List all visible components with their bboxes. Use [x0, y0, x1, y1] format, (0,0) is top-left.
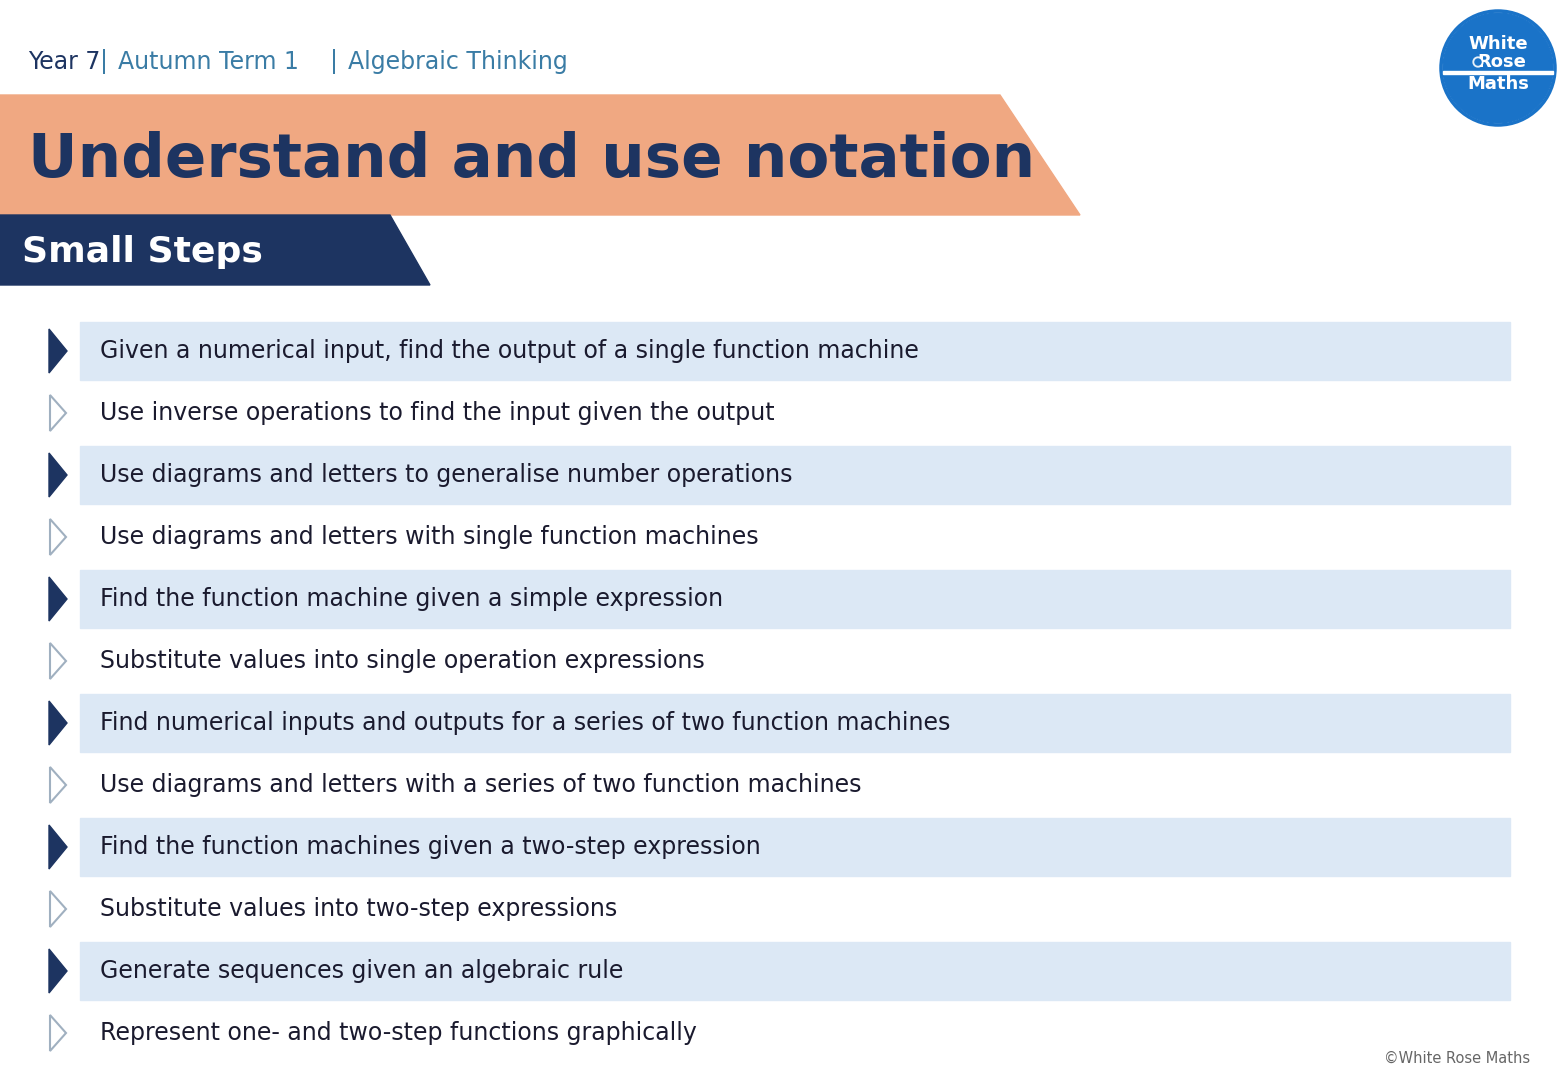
Text: Use diagrams and letters to generalise number operations: Use diagrams and letters to generalise n…	[100, 463, 792, 487]
Polygon shape	[0, 95, 1080, 215]
Text: Autumn Term 1: Autumn Term 1	[119, 50, 300, 75]
Text: Use diagrams and letters with a series of two function machines: Use diagrams and letters with a series o…	[100, 773, 861, 797]
Polygon shape	[48, 577, 67, 621]
Text: Given a numerical input, find the output of a single function machine: Given a numerical input, find the output…	[100, 339, 919, 363]
Text: Maths: Maths	[1466, 75, 1529, 93]
Text: Year 7: Year 7	[28, 50, 100, 75]
Text: |: |	[331, 50, 339, 75]
Polygon shape	[0, 215, 431, 285]
Bar	[80, 942, 1510, 1000]
Text: Generate sequences given an algebraic rule: Generate sequences given an algebraic ru…	[100, 959, 624, 983]
Text: White: White	[1468, 35, 1527, 53]
Text: Represent one- and two-step functions graphically: Represent one- and two-step functions gr…	[100, 1021, 697, 1045]
Bar	[80, 322, 1510, 380]
Text: |: |	[100, 50, 108, 75]
Polygon shape	[48, 825, 67, 869]
Polygon shape	[48, 701, 67, 745]
Bar	[80, 694, 1510, 752]
Bar	[1443, 70, 1554, 73]
Circle shape	[1443, 13, 1554, 123]
Bar	[80, 446, 1510, 504]
Text: Use inverse operations to find the input given the output: Use inverse operations to find the input…	[100, 401, 775, 426]
Text: Substitute values into single operation expressions: Substitute values into single operation …	[100, 649, 705, 673]
Polygon shape	[48, 453, 67, 497]
Text: Use diagrams and letters with single function machines: Use diagrams and letters with single fun…	[100, 525, 758, 549]
Text: Substitute values into two-step expressions: Substitute values into two-step expressi…	[100, 897, 618, 921]
Bar	[80, 570, 1510, 627]
Polygon shape	[48, 949, 67, 993]
Text: Find numerical inputs and outputs for a series of two function machines: Find numerical inputs and outputs for a …	[100, 711, 950, 735]
Text: Algebraic Thinking: Algebraic Thinking	[348, 50, 568, 75]
Circle shape	[1473, 57, 1484, 67]
Text: Small Steps: Small Steps	[22, 235, 264, 269]
Circle shape	[1476, 59, 1480, 65]
Text: Find the function machines given a two-step expression: Find the function machines given a two-s…	[100, 835, 761, 859]
Text: Understand and use notation: Understand and use notation	[28, 131, 1036, 189]
Text: ©White Rose Maths: ©White Rose Maths	[1384, 1051, 1530, 1066]
Polygon shape	[48, 329, 67, 373]
Text: Rose: Rose	[1477, 53, 1526, 71]
Text: Find the function machine given a simple expression: Find the function machine given a simple…	[100, 588, 724, 611]
Bar	[80, 818, 1510, 876]
